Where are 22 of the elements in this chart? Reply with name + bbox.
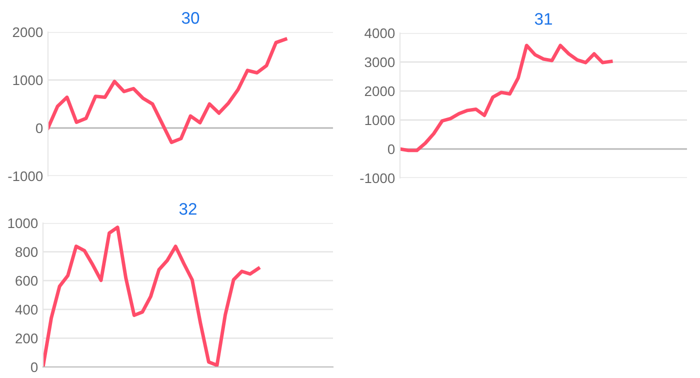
chart-title: 32: [179, 203, 196, 215]
y-tick-label: -1000: [8, 171, 43, 182]
line-series: [48, 37, 288, 144]
y-tick-label: 1000: [8, 218, 38, 228]
y-tick-label: 2000: [12, 27, 43, 38]
y-tick-label: -1000: [360, 173, 395, 184]
y-tick-label: 2000: [364, 86, 395, 96]
y-tick-label: 0: [30, 362, 38, 372]
line-series: [400, 44, 613, 152]
y-tick-label: 4000: [364, 28, 395, 38]
y-tick-label: 1000: [13, 75, 43, 86]
line-series: [43, 226, 260, 367]
y-tick-label: 800: [16, 247, 38, 257]
y-tick-label: 0: [36, 123, 43, 134]
y-tick-label: 400: [15, 304, 38, 315]
y-tick-label: 1000: [365, 115, 395, 126]
y-tick-label: 3000: [364, 57, 395, 68]
y-tick-label: 0: [388, 144, 395, 154]
chart-title: 31: [534, 13, 552, 25]
chart-title: 30: [182, 12, 200, 24]
y-tick-label: 200: [16, 334, 38, 344]
y-tick-label: 600: [16, 276, 38, 286]
